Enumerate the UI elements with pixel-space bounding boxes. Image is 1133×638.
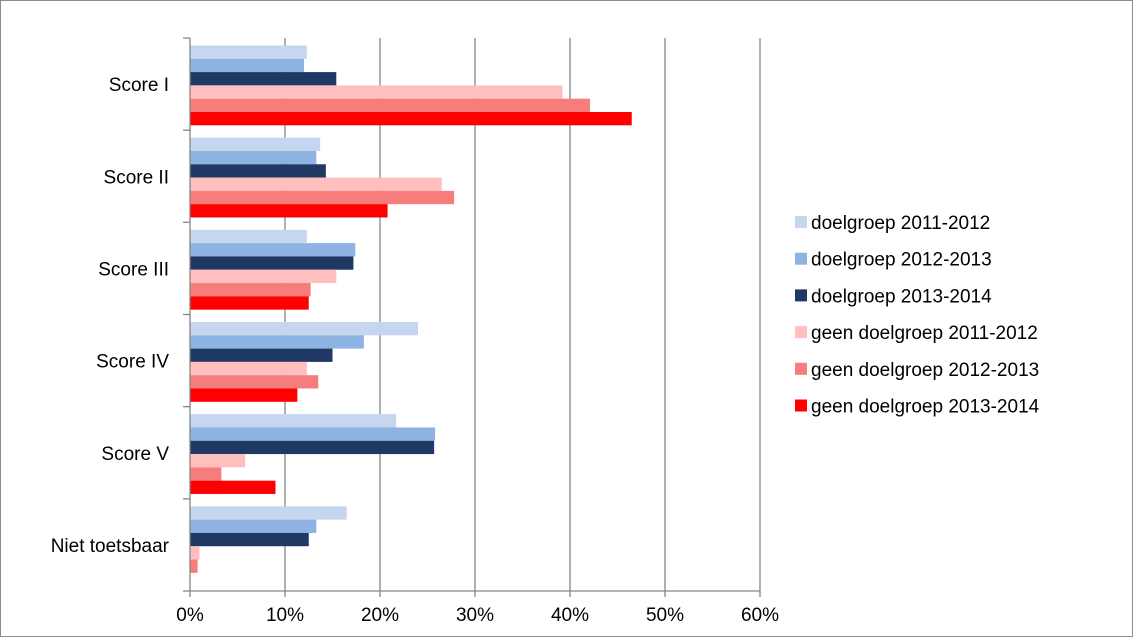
bar [190, 229, 307, 244]
legend-swatch [795, 326, 807, 339]
category-label: Score II [104, 167, 169, 188]
legend: doelgroep 2011-2012 doelgroep 2012-2013 do… [795, 213, 1040, 418]
category-label: Score III [98, 259, 169, 280]
bar [190, 164, 326, 178]
category-label: Score V [101, 444, 169, 465]
x-tick-labels: 0% 10% 20% 30% 40% 50% 60% [176, 605, 779, 626]
legend-label: doelgroep 2012-2013 [811, 250, 992, 271]
bar [190, 467, 222, 481]
bar [190, 480, 276, 494]
bar [190, 322, 418, 336]
bar [190, 348, 333, 362]
bar [190, 243, 356, 257]
bars [190, 45, 632, 573]
x-tick-label: 0% [176, 605, 204, 626]
category-labels: Score I Score II Score III Score IV Score V N… [51, 75, 170, 557]
bar [190, 559, 198, 573]
bar [190, 375, 319, 389]
bar [190, 532, 309, 547]
legend-label: geen doelgroep 2012-2013 [811, 360, 1039, 381]
legend-swatch [795, 362, 807, 375]
legend-swatch [795, 216, 807, 228]
bar [190, 204, 388, 218]
axes [183, 37, 761, 597]
gridlines [284, 38, 761, 591]
bar [190, 546, 200, 560]
legend-swatch [795, 252, 807, 265]
x-tick-label: 10% [266, 605, 304, 626]
bar [190, 296, 309, 310]
bar [190, 335, 364, 349]
bar [190, 427, 436, 441]
bar [190, 137, 321, 151]
x-tick-label: 60% [741, 605, 779, 626]
bar [190, 269, 337, 284]
legend-label: doelgroep 2011-2012 [811, 213, 990, 234]
x-tick-label: 40% [551, 605, 589, 626]
legend-swatch [795, 289, 807, 302]
bar [190, 506, 347, 520]
bar [190, 98, 590, 112]
bar [190, 190, 455, 205]
bar [190, 283, 311, 297]
bar [190, 440, 435, 455]
bar [190, 58, 304, 73]
bar [190, 361, 307, 376]
x-tick-label: 30% [456, 605, 494, 626]
bar [190, 388, 298, 402]
bar [190, 72, 337, 86]
bar [190, 454, 246, 468]
bar [190, 112, 632, 126]
bar [190, 85, 563, 99]
bar [190, 414, 397, 428]
bar [190, 150, 317, 165]
x-tick-label: 20% [361, 605, 399, 626]
category-label: Score I [109, 75, 169, 96]
legend-label: doelgroep 2013-2014 [811, 286, 992, 307]
legend-label: geen doelgroep 2011-2012 [811, 323, 1038, 344]
legend-label: geen doelgroep 2013-2014 [811, 397, 1040, 418]
category-label: Niet toetsbaar [51, 536, 170, 557]
bar [190, 256, 354, 270]
legend-swatch [795, 399, 807, 412]
bar [190, 177, 442, 191]
x-tick-label: 50% [646, 605, 684, 626]
category-label: Score IV [96, 352, 169, 373]
bar [190, 519, 317, 533]
bar [190, 45, 307, 59]
